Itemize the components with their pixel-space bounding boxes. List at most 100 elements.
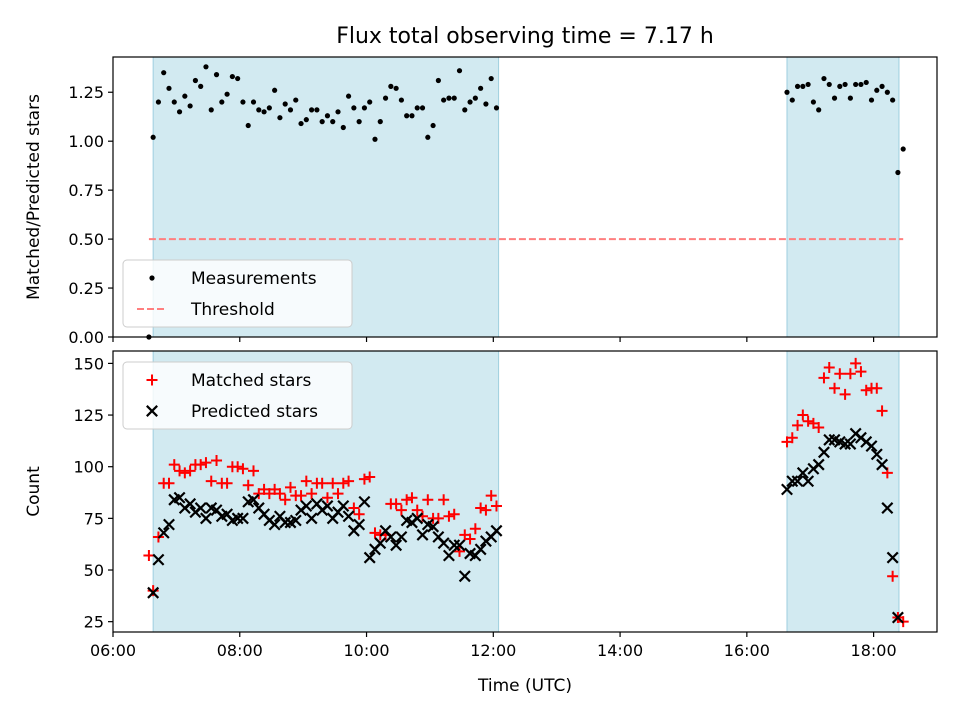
chart-title: Flux total observing time = 7.17 h — [336, 24, 714, 49]
predicted-stars-point — [199, 512, 212, 525]
measurements-point — [794, 83, 801, 89]
measurements-point — [171, 99, 177, 105]
matched-stars-point — [168, 459, 180, 471]
measurements-point — [166, 85, 172, 91]
predicted-stars-point — [817, 446, 830, 459]
measurements-point — [784, 89, 790, 95]
predicted-stars-point — [416, 528, 429, 541]
measurements-point — [261, 109, 267, 115]
y-tick-label: 75 — [84, 509, 104, 528]
measurements-point — [821, 75, 827, 82]
matched-stars-point — [221, 477, 233, 489]
measurements-point — [868, 97, 875, 103]
predicted-stars-point — [300, 499, 313, 512]
matched-stars-point — [316, 477, 328, 489]
matched-stars-point — [232, 461, 244, 473]
predicted-stars-point — [247, 493, 260, 506]
predicted-stars-point — [163, 518, 175, 531]
matched-stars-point — [406, 492, 418, 504]
plot-frame — [112, 350, 938, 633]
matched-stars-point — [205, 475, 217, 487]
matched-stars-point — [284, 481, 296, 493]
matched-stars-point — [332, 488, 344, 500]
predicted-stars-point — [453, 539, 466, 552]
measurements-point — [789, 97, 795, 103]
measurements-point — [235, 75, 241, 82]
y-tick-label: 1.00 — [68, 132, 104, 151]
x-tick-label: 16:00 — [724, 641, 770, 660]
measurements-point — [187, 103, 193, 109]
matched-stars-point — [242, 479, 254, 491]
measurements-point — [837, 83, 843, 89]
predicted-stars-point — [427, 520, 440, 533]
observing-interval-shade — [786, 350, 900, 633]
legend-label: Matched stars — [191, 371, 311, 391]
measurements-point — [161, 70, 167, 76]
measurements-point — [430, 122, 436, 129]
measurements-point — [441, 97, 447, 103]
measurements-point — [245, 122, 251, 129]
measurements-point — [467, 99, 473, 105]
predicted-stars-point — [891, 611, 904, 624]
matched-stars-point — [200, 457, 212, 469]
measurements-point — [330, 119, 336, 125]
measurements-point — [182, 93, 188, 99]
predicted-stars-point — [194, 502, 207, 515]
measurements-point — [810, 99, 817, 105]
predicted-stars-point — [458, 570, 471, 583]
predicted-stars-point — [358, 495, 371, 508]
measurements-point — [277, 115, 283, 121]
measurements-point — [361, 105, 368, 111]
measurements-point — [293, 97, 299, 103]
measurements-point — [890, 97, 896, 103]
predicted-stars-point — [802, 475, 815, 488]
measurements-point — [192, 77, 198, 84]
measurements-point — [272, 87, 278, 93]
predicted-stars-point — [289, 514, 302, 527]
x-tick-label: 12:00 — [470, 641, 516, 660]
observing-interval-shade — [786, 56, 900, 338]
y-tick-label: 1.25 — [68, 83, 104, 102]
top-panel: 0.00 0.25 0.50 0.75 1.00 1.25 Matched/Predicte… — [24, 56, 938, 347]
predicted-stars-point — [173, 491, 186, 504]
measurements-point — [435, 77, 441, 84]
measurements-point — [446, 95, 452, 101]
predicted-stars-point — [876, 458, 889, 471]
measurements-point — [345, 93, 352, 99]
predicted-stars-point — [184, 497, 197, 510]
predicted-stars-point — [236, 512, 249, 525]
measurements-point — [478, 85, 484, 91]
measurements-point — [219, 99, 225, 105]
x-tick-label: 18:00 — [851, 641, 897, 660]
x-axis-label: Time (UTC) — [477, 676, 572, 696]
x-tick-label: 08:00 — [217, 641, 263, 660]
measurements-point — [874, 87, 880, 93]
measurements-point — [319, 119, 325, 125]
matched-stars-point — [274, 488, 286, 500]
measurements-point — [287, 107, 294, 113]
legend-marker — [149, 275, 155, 281]
predicted-stars-point — [390, 539, 403, 552]
predicted-stars-point — [812, 458, 825, 471]
matched-stars-point — [860, 384, 872, 396]
measurements-point — [314, 107, 320, 113]
matched-stars-point — [802, 415, 814, 427]
measurements-point — [198, 83, 204, 89]
y-tick-label: 50 — [84, 561, 104, 580]
matched-stars-point — [490, 500, 502, 512]
measurements-point — [493, 105, 500, 111]
measurements-point — [884, 89, 890, 95]
legend-box — [122, 259, 353, 328]
matched-stars-point — [786, 432, 798, 444]
matched-stars-point — [422, 494, 434, 506]
matched-stars-point — [411, 504, 423, 516]
y-tick-label: 0.25 — [68, 279, 104, 298]
measurements-point — [483, 101, 489, 107]
predicted-stars-point — [305, 512, 318, 525]
matched-stars-point — [337, 477, 349, 489]
measurements-point — [393, 85, 399, 91]
predicted-stars-point — [786, 475, 799, 488]
matched-stars-point — [364, 471, 376, 483]
matched-stars-point — [184, 465, 196, 477]
